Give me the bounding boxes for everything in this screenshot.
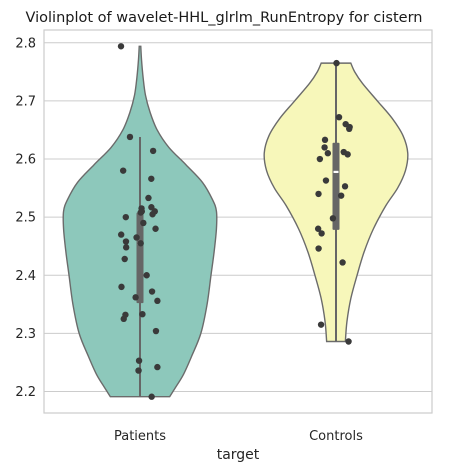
data-point — [154, 363, 161, 371]
data-point — [316, 155, 324, 163]
chart-title: Violinplot of wavelet-HHL_glrlm_RunEntro… — [26, 10, 423, 26]
data-point — [119, 167, 127, 174]
y-tick-label: 2.6 — [15, 153, 36, 168]
data-point — [143, 272, 150, 279]
data-point — [139, 311, 146, 318]
x-axis-label: target — [217, 447, 260, 463]
data-point — [132, 294, 139, 301]
x-tick-label: Controls — [309, 429, 363, 444]
data-points — [117, 43, 353, 400]
data-point — [317, 321, 325, 328]
data-point — [321, 144, 328, 151]
y-tick-label: 2.2 — [15, 385, 36, 400]
data-point — [346, 125, 353, 132]
y-tick-label: 2.7 — [15, 94, 36, 109]
data-point — [148, 393, 155, 400]
data-point — [118, 283, 125, 291]
data-point — [135, 357, 143, 364]
data-point — [344, 151, 351, 158]
y-tick-label: 2.4 — [15, 269, 36, 284]
data-point — [315, 190, 322, 198]
data-point — [135, 367, 142, 374]
iqr-box — [136, 212, 144, 304]
data-point — [122, 213, 129, 221]
data-point — [121, 255, 128, 263]
x-tick-label: Patients — [114, 429, 166, 444]
data-point — [137, 240, 144, 247]
data-point — [154, 297, 161, 305]
data-point — [149, 147, 157, 155]
data-point — [145, 194, 152, 202]
plot-frame — [43, 29, 433, 414]
x-axis: Patients Controls — [114, 429, 363, 444]
data-point — [321, 136, 329, 144]
data-point — [117, 43, 125, 50]
y-tick-label: 2.3 — [15, 327, 36, 342]
data-point — [314, 225, 322, 232]
data-point — [133, 234, 140, 241]
data-point — [148, 288, 156, 295]
data-point — [117, 231, 125, 238]
data-point — [149, 211, 156, 218]
data-point — [318, 230, 325, 237]
data-point — [315, 245, 322, 252]
data-point — [322, 177, 330, 184]
data-point — [140, 219, 147, 227]
data-point — [137, 209, 144, 216]
y-tick-label: 2.8 — [15, 36, 36, 51]
y-tick-label: 2.5 — [15, 211, 36, 226]
violins — [62, 45, 409, 398]
data-point — [337, 192, 345, 199]
median-mark — [333, 170, 339, 174]
data-point — [335, 113, 343, 121]
data-point — [122, 244, 130, 251]
data-point — [126, 133, 134, 141]
data-point — [329, 215, 337, 222]
data-point — [341, 183, 349, 190]
y-axis: 2.2 2.3 2.4 2.5 2.6 2.7 2.8 — [15, 36, 36, 400]
data-point — [324, 150, 332, 157]
data-point — [152, 225, 159, 232]
data-point — [122, 238, 130, 245]
data-point — [148, 175, 155, 182]
iqr-box — [332, 142, 340, 230]
data-point — [152, 327, 160, 335]
data-point — [120, 315, 127, 323]
data-point — [339, 259, 346, 266]
data-point — [345, 338, 352, 345]
data-point — [333, 59, 340, 67]
